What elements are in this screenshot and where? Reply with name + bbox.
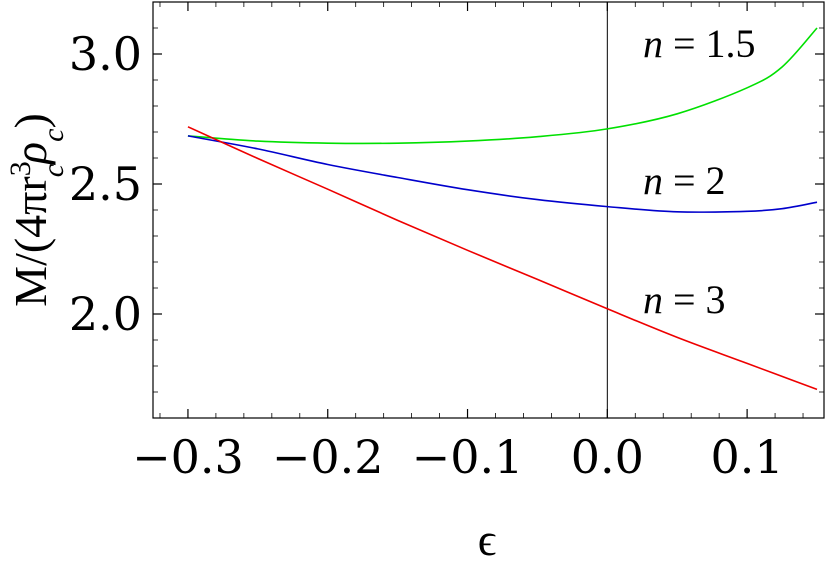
series-label: n = 3 <box>643 277 726 322</box>
x-tick-label: −0.2 <box>272 430 384 484</box>
series-label: n = 1.5 <box>643 21 756 66</box>
series-label: n = 2 <box>643 158 726 203</box>
axis-ticks: −0.3 −0.2 −0.1 0.0 0.1 2.0 2.5 3.0 <box>69 1 824 484</box>
x-axis-label: ϵ <box>478 514 497 565</box>
y-tick-label: 2.0 <box>69 287 142 341</box>
series-curves <box>187 27 818 391</box>
x-tick-label: −0.1 <box>412 430 524 484</box>
y-tick-label: 2.5 <box>69 157 142 211</box>
x-tick-label: 0.1 <box>711 430 784 484</box>
series-line <box>187 126 818 391</box>
series-line <box>187 27 818 145</box>
series-labels: n = 1.5 n = 2 n = 3 <box>643 21 756 322</box>
series-line <box>187 135 818 213</box>
y-axis-label: M/(4πr3cρc) <box>4 113 70 307</box>
x-tick-label: 0.0 <box>571 430 644 484</box>
x-tick-label: −0.3 <box>132 430 244 484</box>
y-tick-label: 3.0 <box>69 27 142 81</box>
